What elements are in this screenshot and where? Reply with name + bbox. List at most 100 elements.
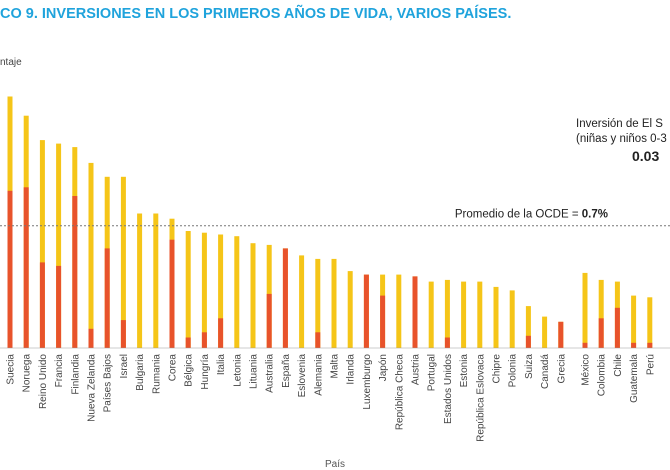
bar-total-9 <box>153 213 159 348</box>
category-labels-group: Suecia Noruega Reino Unido Francia Finlandia… <box>6 354 657 442</box>
category-label-1: Noruega <box>22 354 33 393</box>
bar-total-33 <box>542 316 548 348</box>
bar-total-24 <box>396 274 402 348</box>
category-label-38: Guatemala <box>629 354 640 403</box>
bar-early-4 <box>72 196 78 348</box>
bar-total-35 <box>582 272 588 348</box>
category-label-27: Estados Unidos <box>443 354 454 424</box>
bar-early-2 <box>39 262 45 348</box>
bar-total-15 <box>250 243 256 348</box>
category-label-18: Eslovenia <box>297 354 308 398</box>
bar-early-7 <box>120 320 126 348</box>
chart-title: CO 9. INVERSIONES EN LOS PRIMEROS AÑOS D… <box>0 6 512 22</box>
category-label-4: Finlandia <box>70 354 81 395</box>
category-label-22: Luxemburgo <box>362 354 373 410</box>
bar-early-3 <box>56 265 62 348</box>
bar-total-3 <box>56 143 62 348</box>
category-label-39: Perú <box>645 354 656 375</box>
bar-total-21 <box>347 271 353 348</box>
bar-early-10 <box>169 239 175 348</box>
bar-total-19 <box>315 258 321 348</box>
bar-total-38 <box>631 295 637 348</box>
bar-early-37 <box>614 307 620 348</box>
bar-early-13 <box>218 318 224 348</box>
bar-early-16 <box>266 293 272 348</box>
category-label-20: Malta <box>330 354 341 379</box>
bar-early-25 <box>412 276 418 348</box>
bar-total-2 <box>39 140 45 348</box>
el-salvador-annotation-line2: (niñas y niños 0-3 <box>576 133 667 145</box>
el-salvador-annotation-line1: Inversión de El S <box>576 118 663 130</box>
bar-early-0 <box>7 190 13 348</box>
bar-total-36 <box>598 279 604 348</box>
bar-early-1 <box>23 187 29 348</box>
category-label-17: España <box>281 354 292 388</box>
bars-group <box>7 96 653 348</box>
category-label-3: Francia <box>54 354 65 388</box>
category-label-36: Colombia <box>597 354 608 397</box>
bar-total-29 <box>477 281 483 348</box>
category-label-33: Canadá <box>540 354 551 389</box>
bar-total-26 <box>428 281 434 348</box>
category-label-35: México <box>581 354 592 386</box>
bar-total-39 <box>647 297 653 348</box>
bar-early-12 <box>201 332 207 348</box>
bar-total-12 <box>201 232 207 348</box>
bar-early-19 <box>315 332 321 348</box>
category-label-14: Letonia <box>232 354 243 387</box>
category-label-0: Suecia <box>6 354 17 385</box>
bar-total-28 <box>461 281 467 348</box>
bar-early-32 <box>525 335 531 348</box>
y-axis-label: ntaje <box>0 57 22 68</box>
bar-total-32 <box>525 306 531 348</box>
el-salvador-value: 0.03 <box>632 148 659 164</box>
bar-total-7 <box>120 176 126 348</box>
bar-early-38 <box>631 342 637 348</box>
bar-early-23 <box>380 295 386 348</box>
bar-total-30 <box>493 286 499 348</box>
category-label-29: República Eslovaca <box>475 354 486 442</box>
category-label-31: Polonia <box>508 354 519 388</box>
bar-early-27 <box>444 337 450 348</box>
category-label-37: Chile <box>613 354 624 377</box>
category-label-2: Reino Unido <box>38 354 49 409</box>
bar-total-8 <box>137 213 143 348</box>
category-label-23: Japón <box>378 354 389 381</box>
bar-total-31 <box>509 290 515 348</box>
category-label-11: Bélgica <box>184 354 195 387</box>
bar-total-5 <box>88 162 94 348</box>
bar-total-18 <box>299 255 305 348</box>
bar-early-6 <box>104 248 110 348</box>
bar-early-34 <box>558 321 564 348</box>
category-label-34: Grecia <box>556 354 567 384</box>
category-label-7: Israel <box>119 354 130 378</box>
category-label-30: Chipre <box>492 354 503 384</box>
bar-early-22 <box>363 274 369 348</box>
bar-early-5 <box>88 328 94 348</box>
bar-early-39 <box>647 342 653 348</box>
category-label-25: Austria <box>411 354 422 386</box>
category-label-13: Italia <box>216 354 227 376</box>
bar-total-11 <box>185 231 191 348</box>
category-label-19: Alemania <box>313 354 324 396</box>
category-label-16: Australia <box>265 354 276 393</box>
category-label-26: Portugal <box>427 354 438 391</box>
oecd-average-annotation: Promedio de la OCDE = 0.7% <box>455 209 608 221</box>
bar-early-36 <box>598 318 604 348</box>
bar-total-13 <box>218 234 224 348</box>
category-label-24: República Checa <box>394 354 405 431</box>
category-label-12: Hungría <box>200 354 211 390</box>
x-axis-label: País <box>325 459 346 470</box>
category-label-10: Corea <box>168 354 179 382</box>
category-label-15: Lituania <box>249 354 260 389</box>
bar-early-35 <box>582 342 588 348</box>
category-label-28: Estonia <box>459 354 470 388</box>
category-label-5: Nueva Zelanda <box>87 354 98 422</box>
bar-total-14 <box>234 236 240 348</box>
bar-early-11 <box>185 337 191 348</box>
category-label-21: Irlanda <box>346 354 357 385</box>
bar-early-17 <box>282 248 288 348</box>
category-label-6: Países Bajos <box>103 354 114 412</box>
category-label-32: Suiza <box>524 354 535 379</box>
